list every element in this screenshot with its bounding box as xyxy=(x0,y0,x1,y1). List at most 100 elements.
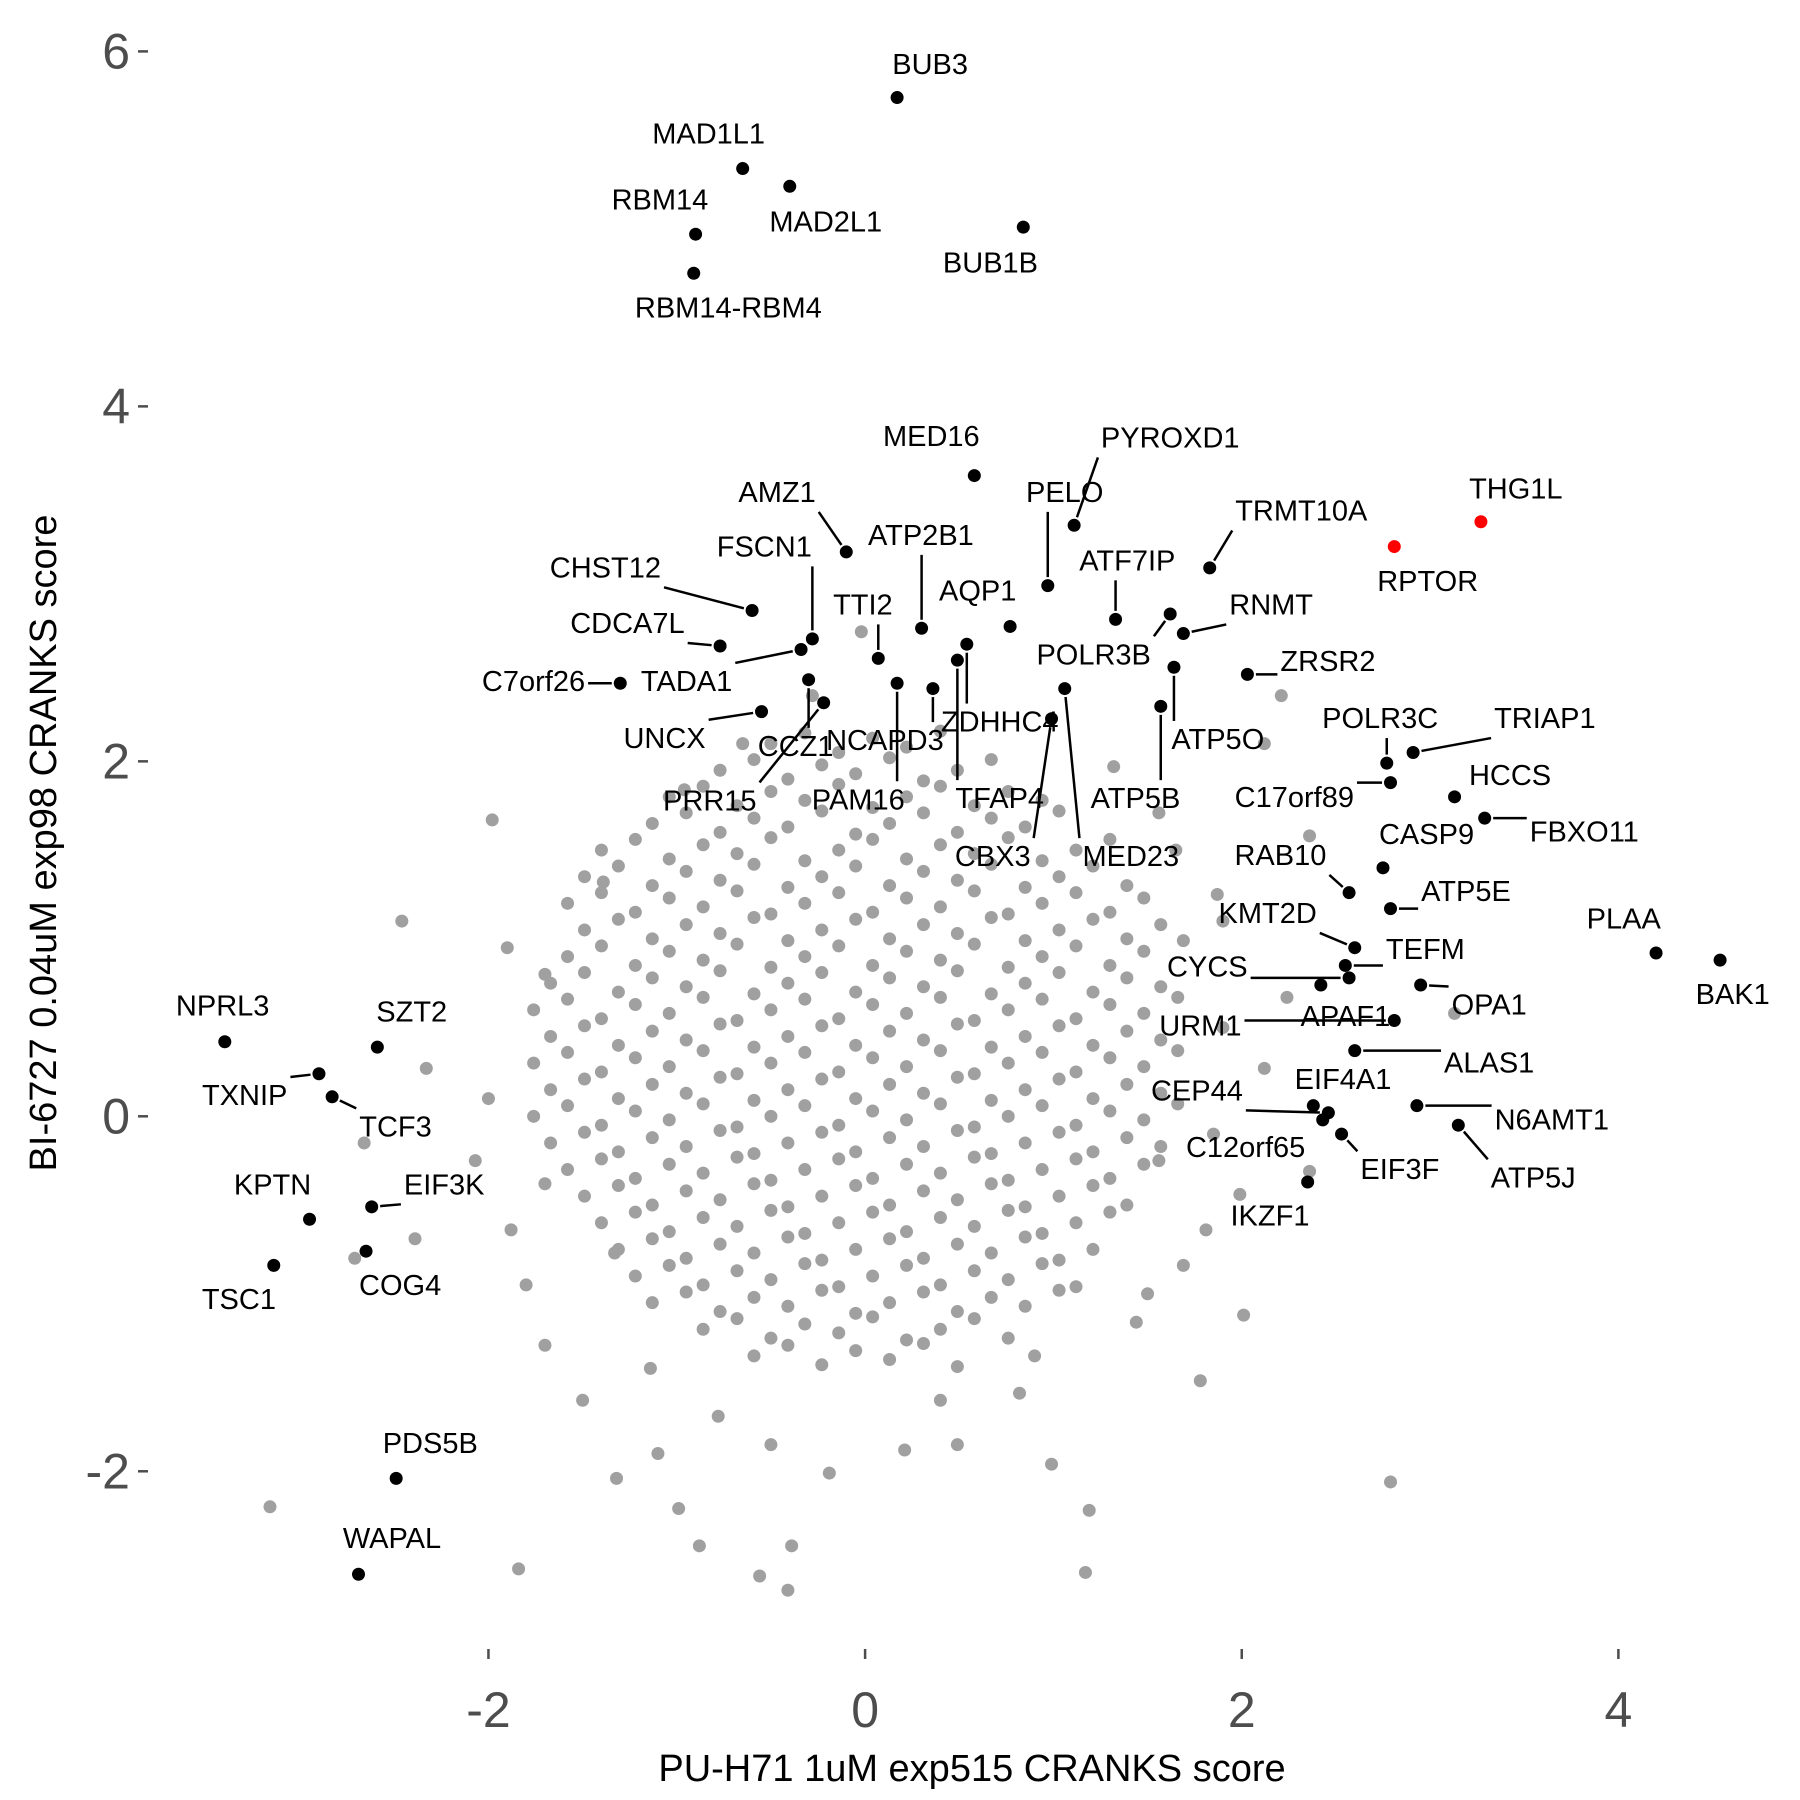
labeled-point xyxy=(713,639,727,653)
point xyxy=(1052,923,1066,937)
point-label: PLAA xyxy=(1587,904,1662,936)
point xyxy=(798,1045,812,1059)
point xyxy=(950,1193,964,1207)
labeled-point xyxy=(303,1212,317,1226)
point xyxy=(798,896,812,910)
point xyxy=(866,1104,880,1118)
labeled-point xyxy=(871,651,885,665)
point xyxy=(544,1136,558,1150)
point xyxy=(1120,1024,1134,1038)
point xyxy=(1035,1257,1049,1271)
point xyxy=(883,879,897,893)
point xyxy=(764,831,778,845)
point xyxy=(628,1171,642,1185)
label-segment xyxy=(1075,456,1100,518)
labeled-point xyxy=(1316,1113,1330,1127)
labeled-point xyxy=(389,1471,403,1485)
point xyxy=(577,1072,591,1086)
point xyxy=(662,1060,676,1074)
point xyxy=(1018,1200,1032,1214)
point xyxy=(1018,976,1032,990)
labeled-point xyxy=(1406,745,1420,759)
point xyxy=(1120,971,1134,985)
point xyxy=(1280,990,1294,1004)
point xyxy=(916,980,930,994)
point xyxy=(815,1019,829,1033)
point-label: ATP5B xyxy=(1091,783,1181,815)
point xyxy=(611,1092,625,1106)
point xyxy=(544,1029,558,1043)
point-label: MAD1L1 xyxy=(652,119,765,151)
point xyxy=(916,1251,930,1265)
label-segment xyxy=(1421,736,1492,753)
point xyxy=(1086,1092,1100,1106)
point xyxy=(747,1349,761,1363)
point xyxy=(662,1113,676,1127)
point xyxy=(747,1093,761,1107)
labeled-point xyxy=(312,1067,326,1081)
labeled-point xyxy=(1167,660,1181,674)
point xyxy=(747,987,761,1001)
point xyxy=(747,1177,761,1191)
point xyxy=(1018,1029,1032,1043)
point xyxy=(577,1019,591,1033)
labeled-point xyxy=(1474,515,1488,529)
point xyxy=(747,1040,761,1054)
point xyxy=(577,870,591,884)
point xyxy=(747,811,761,825)
point xyxy=(696,838,710,852)
labeled-point xyxy=(1003,619,1017,633)
point xyxy=(967,847,981,861)
point-label: C12orf65 xyxy=(1186,1132,1305,1164)
point xyxy=(798,950,812,964)
point xyxy=(933,990,947,1004)
point xyxy=(594,939,608,953)
point xyxy=(950,1124,964,1138)
point-label: PDS5B xyxy=(383,1428,478,1460)
point xyxy=(628,997,642,1011)
point xyxy=(1171,1044,1185,1058)
point xyxy=(677,783,691,797)
point-label: KPTN xyxy=(234,1169,311,1201)
point-label: BUB1B xyxy=(943,247,1038,279)
point-label: MAD2L1 xyxy=(769,207,882,239)
point xyxy=(468,1154,482,1168)
point-label: CBX3 xyxy=(955,841,1031,873)
point xyxy=(1018,880,1032,894)
point xyxy=(815,1283,829,1297)
label-segment xyxy=(1462,1130,1489,1161)
point xyxy=(679,864,693,878)
point-label: TRIAP1 xyxy=(1494,703,1596,735)
point xyxy=(1052,1125,1066,1139)
y-axis-title: BI-6727 0.04uM exp98 CRANKS score xyxy=(23,515,65,1172)
point xyxy=(628,958,642,972)
point xyxy=(933,1278,947,1292)
labeled-point xyxy=(1451,1118,1465,1132)
point xyxy=(785,1539,799,1553)
point xyxy=(933,838,947,852)
point xyxy=(764,907,778,921)
point xyxy=(866,997,880,1011)
point-label: APAF1 xyxy=(1301,1001,1391,1033)
point xyxy=(1018,1136,1032,1150)
point xyxy=(815,1189,829,1203)
labeled-point xyxy=(890,676,904,690)
point xyxy=(764,1056,778,1070)
point xyxy=(1052,1283,1066,1297)
point xyxy=(696,1322,710,1336)
point xyxy=(1086,859,1100,873)
point xyxy=(1001,1056,1015,1070)
label-segment xyxy=(817,511,843,546)
labeled-point xyxy=(1342,971,1356,985)
point xyxy=(900,1258,914,1272)
point xyxy=(692,1539,706,1553)
point xyxy=(643,1361,657,1375)
labeled-point xyxy=(1448,790,1462,804)
labeled-point xyxy=(1041,579,1055,593)
labeled-point xyxy=(1016,220,1030,234)
labeled-point xyxy=(736,162,750,176)
point-label: ATP5J xyxy=(1491,1162,1576,1194)
point xyxy=(1001,907,1015,921)
point xyxy=(419,1061,433,1075)
